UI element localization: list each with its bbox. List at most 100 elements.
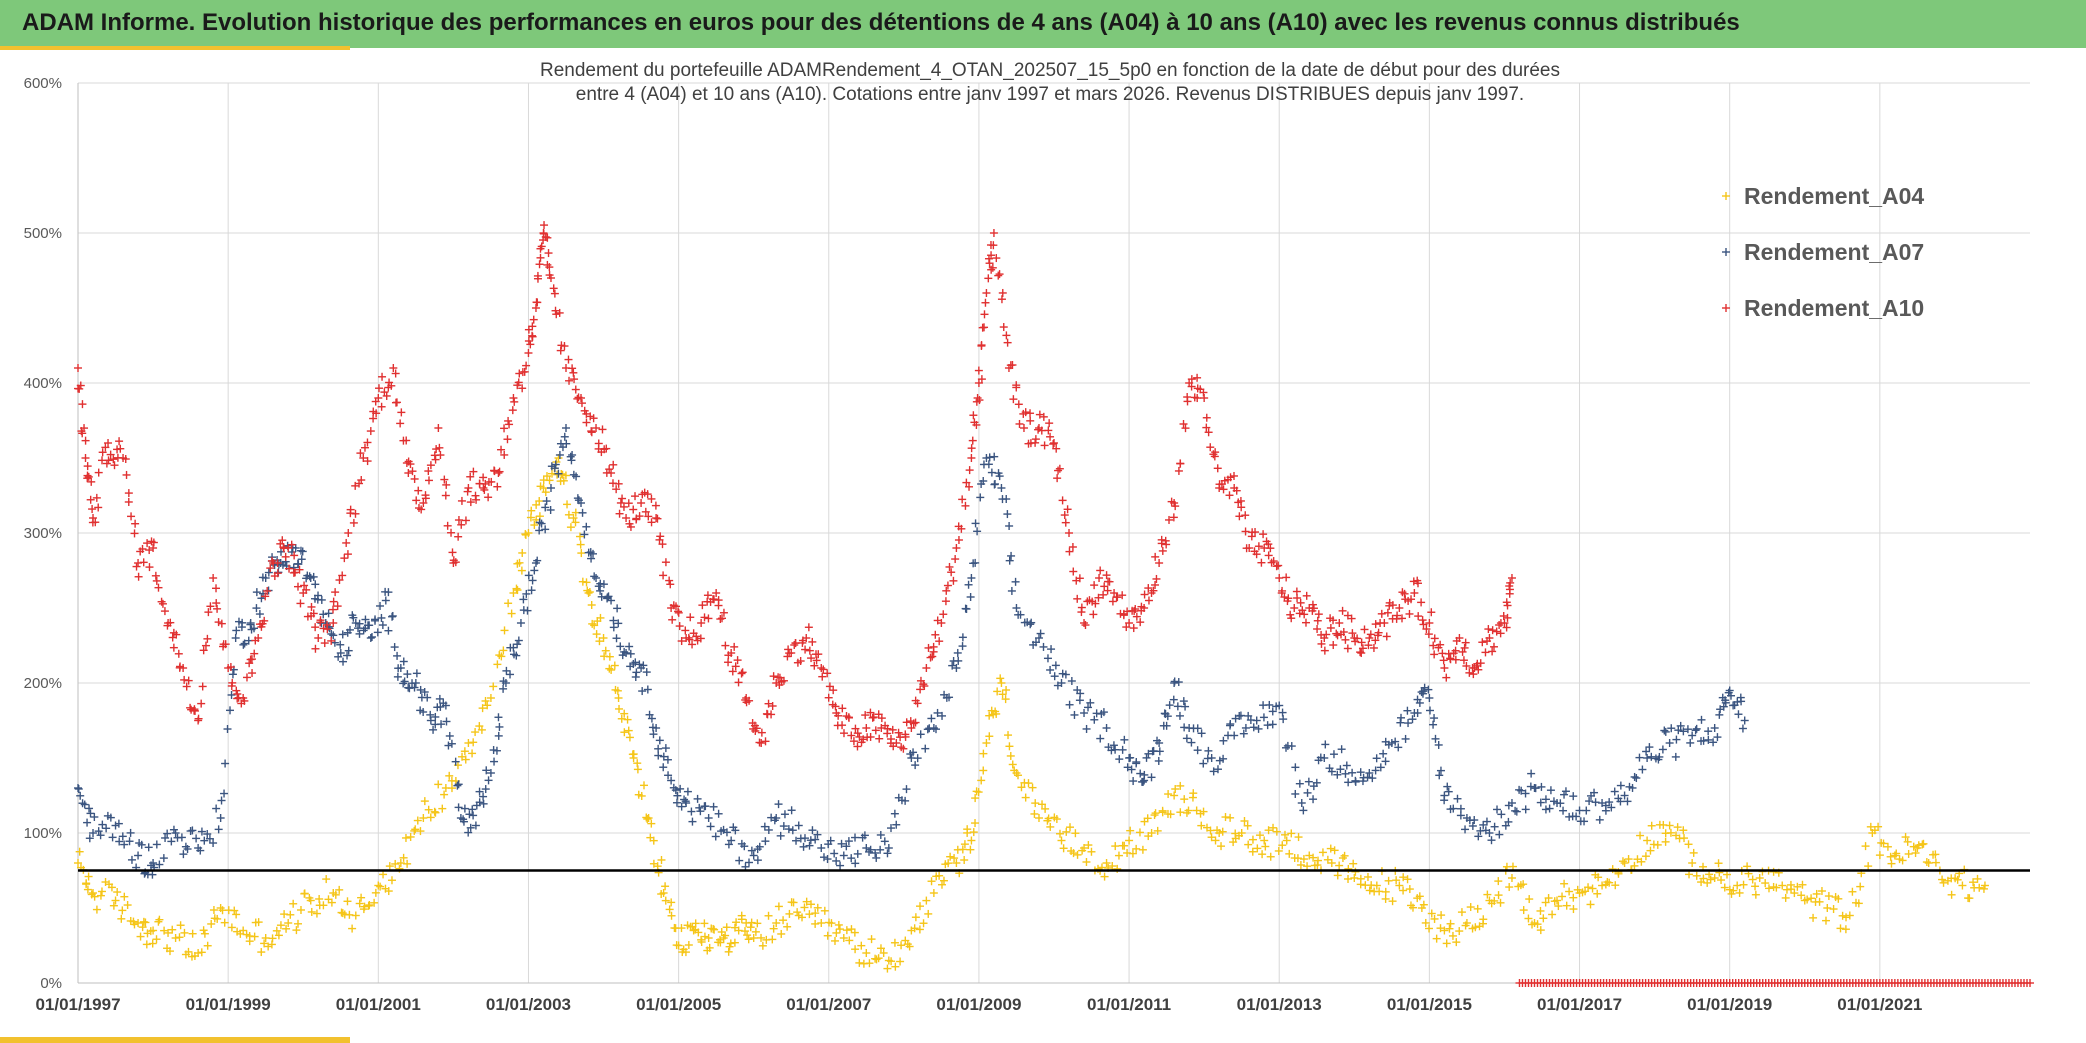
data-point: [1008, 760, 1017, 769]
data-point: [230, 906, 239, 915]
data-point: [1527, 769, 1536, 778]
data-point: [1280, 830, 1289, 839]
data-point: [1536, 798, 1545, 807]
data-point: [871, 848, 880, 857]
data-point: [573, 494, 582, 503]
data-point: [246, 619, 255, 627]
data-point: [483, 701, 492, 710]
data-point: [580, 530, 589, 539]
data-point: [1618, 857, 1627, 866]
data-point: [1162, 721, 1171, 730]
data-point: [1493, 805, 1502, 814]
data-point: [1507, 874, 1516, 882]
data-point: [642, 668, 651, 677]
data-point: [862, 949, 871, 957]
data-point: [406, 832, 415, 841]
data-point: [590, 621, 599, 630]
data-point: [80, 800, 89, 809]
data-point: [138, 923, 147, 932]
data-point: [155, 915, 164, 924]
data-point: [1376, 763, 1385, 772]
data-point: [370, 616, 379, 625]
data-point: [1537, 782, 1546, 791]
data-point: [566, 523, 575, 532]
data-point: [592, 630, 601, 639]
data-point: [388, 611, 397, 620]
data-point: [607, 596, 616, 605]
data-point: [454, 803, 463, 812]
data-point: [577, 499, 586, 507]
data-point: [744, 935, 753, 944]
data-point: [111, 896, 120, 905]
data-point: [87, 477, 96, 486]
data-point: [1632, 774, 1641, 783]
data-point: [874, 954, 883, 963]
data-point: [1211, 836, 1220, 845]
data-point: [572, 472, 581, 481]
x-tick-label: 01/01/2017: [1537, 995, 1622, 1014]
data-point: [1854, 899, 1863, 908]
data-point: [1066, 823, 1075, 832]
data-point: [539, 484, 548, 492]
data-point: [777, 929, 786, 938]
data-point: [616, 642, 625, 651]
data-point: [1118, 745, 1127, 754]
x-tick-label: 01/01/2003: [486, 995, 571, 1014]
data-point: [1686, 738, 1695, 747]
data-point: [1616, 797, 1625, 806]
data-point: [996, 674, 1005, 683]
data-point: [1569, 905, 1578, 914]
data-point: [985, 711, 994, 720]
data-point: [535, 518, 544, 527]
data-point: [1147, 773, 1156, 782]
x-tick-label: 01/01/2007: [786, 995, 871, 1014]
data-point: [677, 802, 686, 811]
data-point: [1197, 729, 1206, 738]
data-point: [772, 919, 781, 927]
data-point: [292, 926, 301, 935]
data-point: [1836, 924, 1845, 933]
data-point: [434, 780, 443, 789]
data-point: [217, 796, 226, 805]
data-point: [92, 905, 101, 914]
data-point: [76, 791, 85, 800]
data-point: [633, 765, 642, 774]
data-point: [84, 472, 93, 481]
data-point: [664, 771, 673, 780]
data-point: [1044, 814, 1053, 823]
data-point: [232, 910, 241, 919]
data-point: [832, 928, 841, 937]
data-point: [1062, 827, 1071, 836]
data-point: [1263, 721, 1272, 730]
data-point: [609, 623, 618, 632]
data-point: [1761, 879, 1770, 888]
data-point: [1726, 691, 1735, 700]
data-point: [952, 859, 961, 867]
data-point: [927, 877, 936, 886]
data-point: [582, 522, 591, 531]
data-point: [1372, 754, 1381, 763]
data-point: [1226, 813, 1235, 822]
data-point: [1090, 715, 1099, 724]
data-point: [291, 544, 300, 552]
data-point: [1608, 865, 1617, 874]
data-point: [86, 809, 95, 818]
data-point: [1769, 867, 1778, 876]
data-point: [1515, 785, 1524, 794]
data-point: [1388, 897, 1397, 906]
data-point: [845, 936, 854, 945]
data-point: [484, 776, 493, 785]
data-point: [1922, 858, 1931, 867]
data-point: [1714, 859, 1723, 868]
data-point: [1595, 815, 1604, 824]
data-point: [1781, 893, 1790, 902]
data-point: [306, 896, 315, 905]
data-point: [385, 862, 394, 871]
data-point: [123, 901, 132, 910]
data-point: [808, 826, 817, 835]
data-point: [516, 619, 525, 627]
data-point: [1254, 724, 1263, 733]
x-tick-label: 01/01/1997: [35, 995, 120, 1014]
data-point: [1462, 919, 1471, 927]
data-point: [289, 899, 298, 908]
